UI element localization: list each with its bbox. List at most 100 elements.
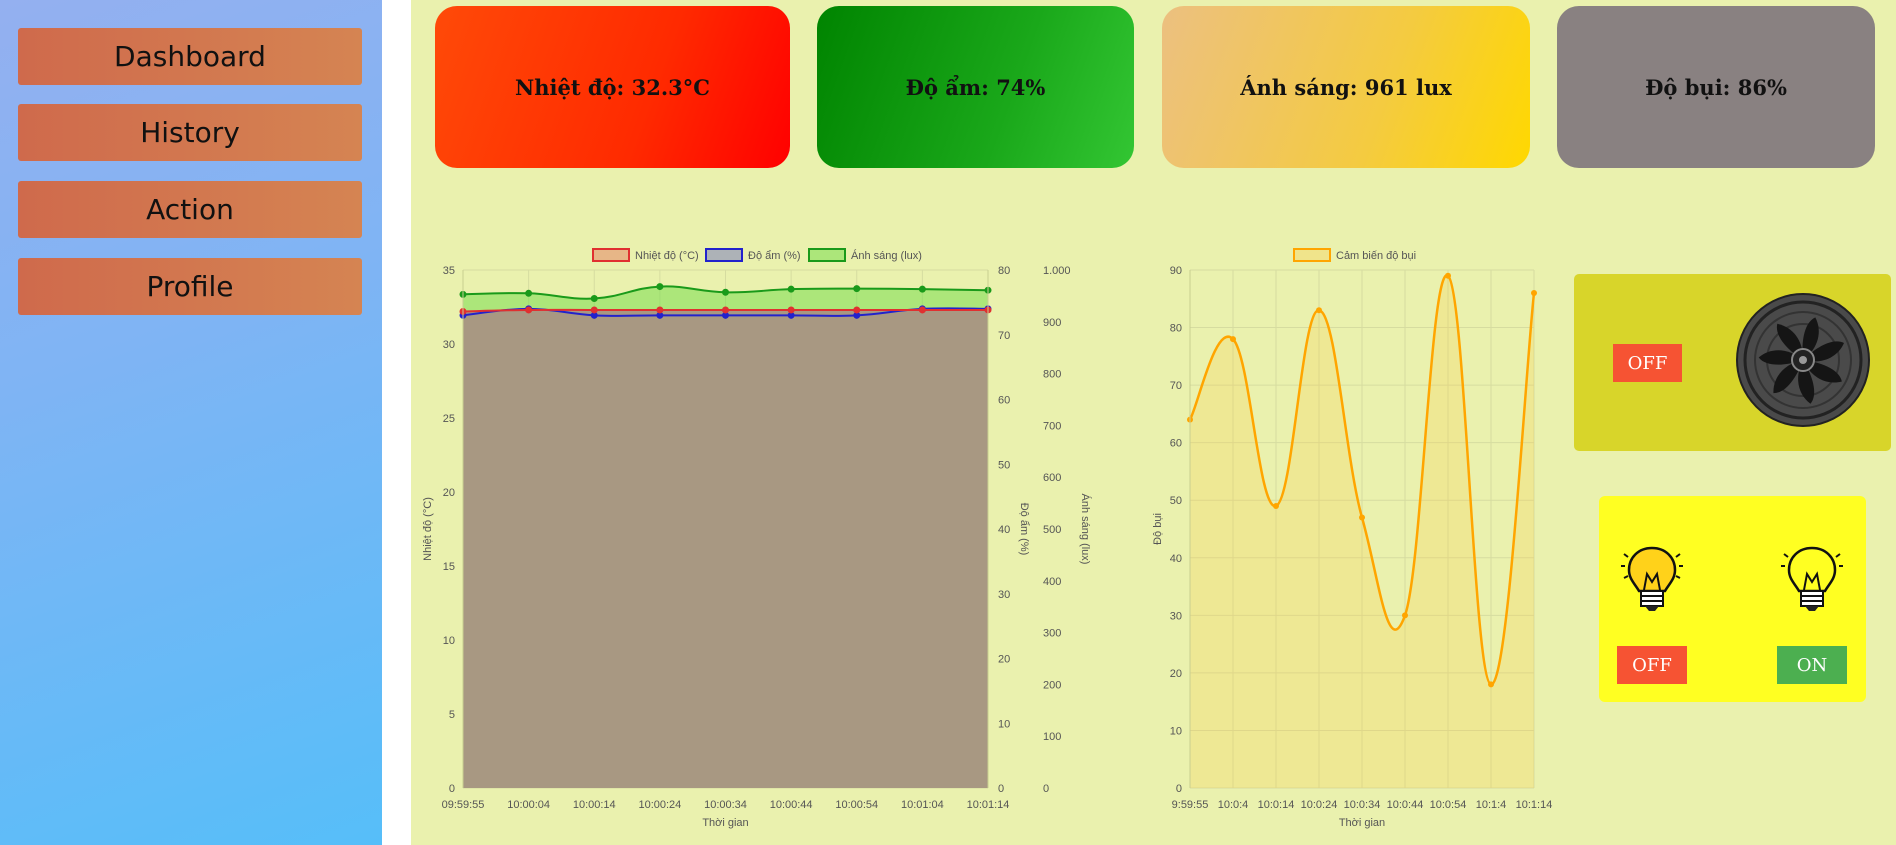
nav-dashboard-button[interactable]: Dashboard <box>18 28 362 85</box>
x-tick-label: 09:59:55 <box>442 799 485 811</box>
dust-area-chart: 0 10 20 30 40 50 60 70 80 90 9:59:55 10:0:4 10:0:14 1… <box>1152 248 1552 829</box>
y-tick-label-right2: 500 <box>1043 524 1061 536</box>
light-data-point <box>853 285 861 293</box>
y-tick-label-right1: 20 <box>998 654 1010 666</box>
y-axis-title-right2: Ánh sáng (lux) <box>1079 494 1092 565</box>
y-tick-label: 50 <box>1170 495 1182 507</box>
light-bulb-icon <box>1619 544 1685 614</box>
light-area <box>463 286 988 312</box>
dust-value: Độ bụi: 86% <box>1645 74 1787 100</box>
x-tick-label: 10:0:14 <box>1258 799 1295 811</box>
x-tick-label: 10:00:04 <box>507 799 550 811</box>
y-tick-label-left: 25 <box>443 413 455 425</box>
light-value: Ánh sáng: 961 lux <box>1240 74 1452 100</box>
legend-label-dust: Cảm biến độ bụi <box>1336 250 1416 262</box>
nav-action-button[interactable]: Action <box>18 181 362 238</box>
x-tick-label: 10:1:4 <box>1476 799 1507 811</box>
x-tick-label: 10:00:54 <box>835 799 878 811</box>
temperature-data-point <box>853 306 861 314</box>
light-data-point <box>590 294 598 302</box>
light-data-point <box>918 285 926 293</box>
fan-off-button[interactable]: OFF <box>1613 344 1682 382</box>
temperature-value: Nhiệt độ: 32.3°C <box>515 74 710 100</box>
y-tick-label-right1: 80 <box>998 265 1010 277</box>
x-tick-label: 10:00:44 <box>770 799 813 811</box>
y-tick-label-right1: 10 <box>998 718 1010 730</box>
dust-data-point <box>1230 336 1236 343</box>
x-axis-title: Thời gian <box>1339 817 1385 829</box>
humidity-card: Độ ẩm: 74% <box>817 6 1134 168</box>
y-tick-label-right2: 300 <box>1043 628 1061 640</box>
sensor-line-chart: 0510152025303501020304050607080010020030… <box>422 248 1092 829</box>
y-tick-label: 10 <box>1170 725 1182 737</box>
legend-swatch-temperature <box>592 248 630 262</box>
y-tick-label: 30 <box>1170 610 1182 622</box>
temperature-data-point <box>525 306 533 314</box>
x-tick-label: 9:59:55 <box>1172 799 1209 811</box>
y-tick-label-right2: 600 <box>1043 472 1061 484</box>
y-tick-label-left: 20 <box>443 487 455 499</box>
y-tick-label-right2: 0 <box>1043 783 1049 795</box>
humidity-value: Độ ẩm: 74% <box>905 74 1046 100</box>
light-control-panel: OFF ON <box>1599 496 1866 702</box>
nav-profile-button[interactable]: Profile <box>18 258 362 315</box>
dust-data-point <box>1445 272 1451 279</box>
dust-series-line <box>1188 274 1536 686</box>
y-tick-label-right2: 900 <box>1043 317 1061 329</box>
y-axis-title-right1: Độ ẩm (%) <box>1018 503 1030 556</box>
light-data-point <box>525 289 533 297</box>
light-card: Ánh sáng: 961 lux <box>1162 6 1530 168</box>
y-tick-label-right1: 0 <box>998 783 1004 795</box>
dust-data-point <box>1359 514 1365 521</box>
x-tick-label: 10:00:34 <box>704 799 747 811</box>
light-data-point <box>656 283 664 291</box>
x-tick-label: 10:01:04 <box>901 799 944 811</box>
temperature-data-point <box>656 306 664 314</box>
legend-label-humidity: Độ ẩm (%) <box>748 250 801 262</box>
y-tick-label-left: 35 <box>443 265 455 277</box>
y-axis-title: Độ bụi <box>1152 513 1164 545</box>
y-tick-label-right2: 1.000 <box>1043 265 1071 277</box>
dust-data-point <box>1488 681 1494 688</box>
x-tick-label: 10:0:4 <box>1218 799 1249 811</box>
light-bulb-off-icon <box>1779 544 1845 614</box>
fan-icon <box>1734 291 1872 429</box>
fan-control-panel: OFF <box>1574 274 1891 451</box>
x-tick-label: 10:0:24 <box>1301 799 1338 811</box>
legend-label-light: Ánh sáng (lux) <box>851 249 922 262</box>
y-tick-label: 60 <box>1170 438 1182 450</box>
dust-data-point <box>1316 307 1322 314</box>
temperature-card: Nhiệt độ: 32.3°C <box>435 6 790 168</box>
temperature-area <box>463 309 988 788</box>
light-data-point <box>787 285 795 293</box>
y-tick-label-left: 5 <box>449 709 455 721</box>
dust-data-point <box>1273 502 1279 509</box>
light-on-button[interactable]: ON <box>1777 646 1847 684</box>
y-tick-label-right2: 200 <box>1043 679 1061 691</box>
legend-swatch-humidity <box>705 248 743 262</box>
y-axis-title-left: Nhiệt độ (°C) <box>422 497 434 561</box>
y-tick-label-right1: 50 <box>998 459 1010 471</box>
temperature-data-point <box>918 306 926 314</box>
nav-history-button[interactable]: History <box>18 104 362 161</box>
y-tick-label: 90 <box>1170 265 1182 277</box>
y-tick-label: 40 <box>1170 553 1182 565</box>
dust-data-point <box>1531 290 1537 297</box>
y-tick-label-left: 15 <box>443 561 455 573</box>
x-axis-title: Thời gian <box>702 817 748 829</box>
y-tick-label-right2: 700 <box>1043 420 1061 432</box>
x-tick-label: 10:0:44 <box>1387 799 1424 811</box>
y-tick-label-right1: 30 <box>998 589 1010 601</box>
dust-area <box>1190 275 1534 788</box>
temperature-data-point <box>722 306 729 314</box>
legend-swatch-light <box>808 248 846 262</box>
x-tick-label: 10:00:24 <box>638 799 681 811</box>
y-tick-label-right1: 60 <box>998 395 1010 407</box>
y-tick-label-right1: 40 <box>998 524 1010 536</box>
y-tick-label-right2: 100 <box>1043 731 1061 743</box>
x-tick-label: 10:00:14 <box>573 799 616 811</box>
legend-label-temperature: Nhiệt độ (°C) <box>635 250 699 262</box>
y-tick-label: 70 <box>1170 380 1182 392</box>
light-off-button[interactable]: OFF <box>1617 646 1687 684</box>
light-data-point <box>722 288 729 296</box>
